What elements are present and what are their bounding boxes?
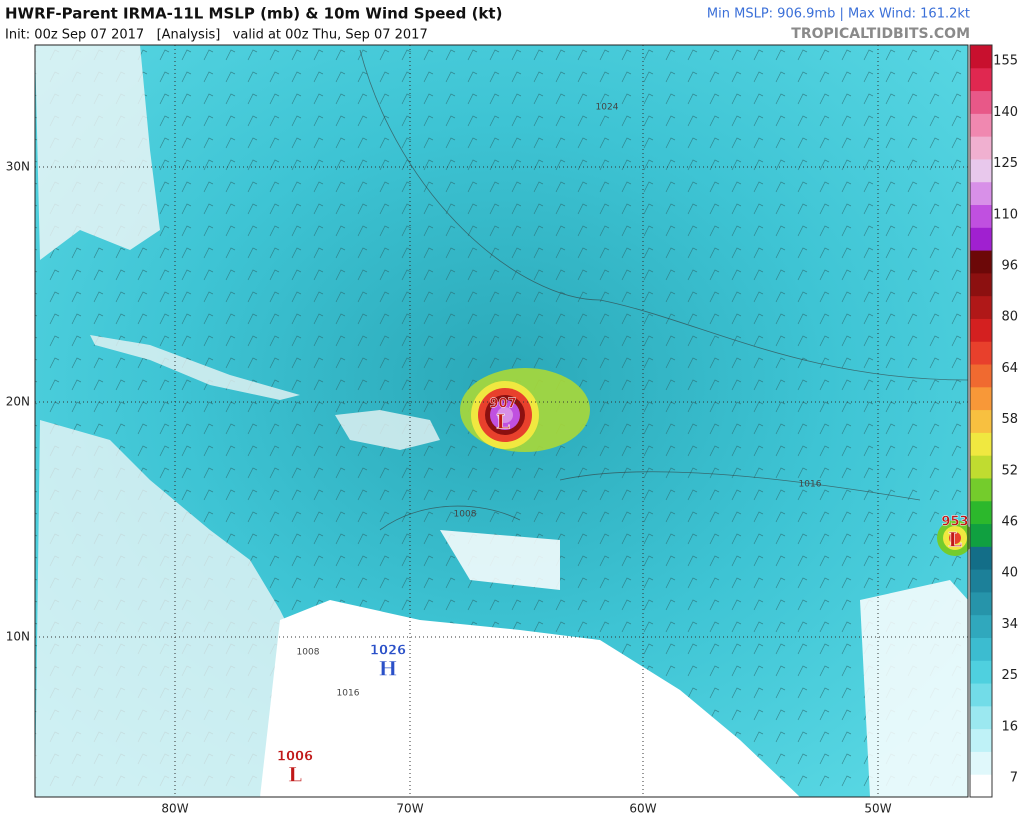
colorbar-label: 34 — [1001, 617, 1018, 632]
colorbar-segment — [970, 660, 992, 684]
colorbar-label: 155 — [993, 54, 1018, 69]
isobar — [559, 471, 921, 501]
colorbar-segment — [970, 272, 992, 297]
colorbar-segment — [970, 432, 992, 456]
hurricane-irma — [460, 368, 590, 452]
lat-label: 10N — [6, 630, 30, 644]
colorbar-label: 16 — [1001, 719, 1018, 734]
colorbar-label: 80 — [1001, 310, 1018, 325]
colorbar-segment — [970, 751, 992, 775]
lat-label: 30N — [6, 160, 30, 174]
colorbar-label: 125 — [993, 156, 1018, 171]
colorbar-segment — [970, 523, 992, 547]
pressure-center: L — [288, 763, 302, 787]
pressure-label: 1006 — [277, 750, 313, 765]
land — [35, 420, 300, 797]
colorbar-segment — [970, 45, 992, 69]
colorbar-segment — [970, 181, 992, 206]
colorbar-segment — [970, 227, 992, 251]
colorbar-segment — [970, 386, 992, 411]
pressure-label: 1026 — [370, 644, 406, 659]
graticule — [35, 45, 968, 797]
lat-label: 20N — [6, 395, 30, 409]
lon-label: 60W — [629, 802, 656, 816]
colorbar-segment — [970, 250, 992, 274]
colorbar-segment — [970, 728, 992, 752]
colorbar-segment — [970, 113, 992, 137]
land — [440, 530, 560, 590]
colorbar-segment — [970, 295, 992, 319]
land — [860, 580, 968, 797]
land — [335, 410, 440, 450]
map — [34, 44, 973, 798]
lon-label: 80W — [161, 802, 188, 816]
colorbar-segment — [970, 158, 992, 183]
title: HWRF-Parent IRMA-11L MSLP (mb) & 10m Win… — [5, 5, 502, 23]
colorbar-label: 7 — [1010, 771, 1018, 786]
colorbar-label: 40 — [1001, 566, 1018, 581]
contour-label: 1016 — [337, 689, 360, 699]
contour-label: 1008 — [297, 648, 320, 658]
map-frame — [34, 44, 969, 798]
colorbar-label: 140 — [993, 105, 1018, 120]
pressure-center: H — [379, 657, 398, 681]
colorbar-label: 25 — [1001, 668, 1018, 683]
site: TROPICALTIDBITS.COM — [791, 26, 970, 42]
land — [90, 335, 300, 400]
land — [260, 600, 800, 797]
colorbar-segment — [970, 409, 992, 433]
colorbar-segment — [970, 341, 992, 365]
colorbar-label: 46 — [1001, 515, 1018, 530]
subtitle: Init: 00z Sep 07 2017 [Analysis] valid a… — [5, 28, 428, 43]
storm-jose — [937, 520, 973, 556]
colorbar-label: 52 — [1001, 463, 1018, 478]
land — [35, 45, 160, 260]
pressure-center: L — [496, 410, 510, 434]
colorbar-segment — [970, 683, 992, 707]
pressure-center: L — [948, 528, 962, 552]
colorbar-segment — [970, 67, 992, 92]
isobar — [359, 49, 969, 381]
contour-label: 1016 — [799, 480, 822, 490]
colorbar-segment — [970, 614, 992, 638]
isobar — [379, 505, 521, 531]
stats: Min MSLP: 906.9mb | Max Wind: 161.2kt — [707, 7, 970, 22]
colorbar-label: 110 — [993, 207, 1018, 222]
colorbar-segment — [970, 500, 992, 525]
colorbar-segment — [970, 364, 992, 388]
colorbar-segment — [970, 90, 992, 114]
colorbar-frame — [969, 44, 993, 798]
colorbar-segment — [970, 546, 992, 570]
colorbar-segment — [970, 591, 992, 616]
colorbar-segment — [970, 455, 992, 479]
colorbar-segment — [970, 477, 992, 502]
colorbar-segment — [970, 136, 992, 160]
colorbar-label: 58 — [1001, 412, 1018, 427]
colorbar-segment — [970, 705, 992, 730]
lon-label: 50W — [864, 802, 891, 816]
contour-label: 1024 — [596, 103, 619, 113]
colorbar-label: 64 — [1001, 361, 1018, 376]
lon-label: 70W — [396, 802, 423, 816]
colorbar-segment — [970, 569, 992, 593]
colorbar-segment — [970, 204, 992, 228]
colorbar-segment — [970, 318, 992, 342]
colorbar-segment — [970, 637, 992, 661]
pressure-label: 907 — [489, 397, 516, 412]
pressure-label: 953 — [941, 515, 968, 530]
contour-label: 1008 — [454, 510, 477, 520]
colorbar-segment — [970, 774, 992, 798]
colorbar-label: 96 — [1001, 259, 1018, 274]
